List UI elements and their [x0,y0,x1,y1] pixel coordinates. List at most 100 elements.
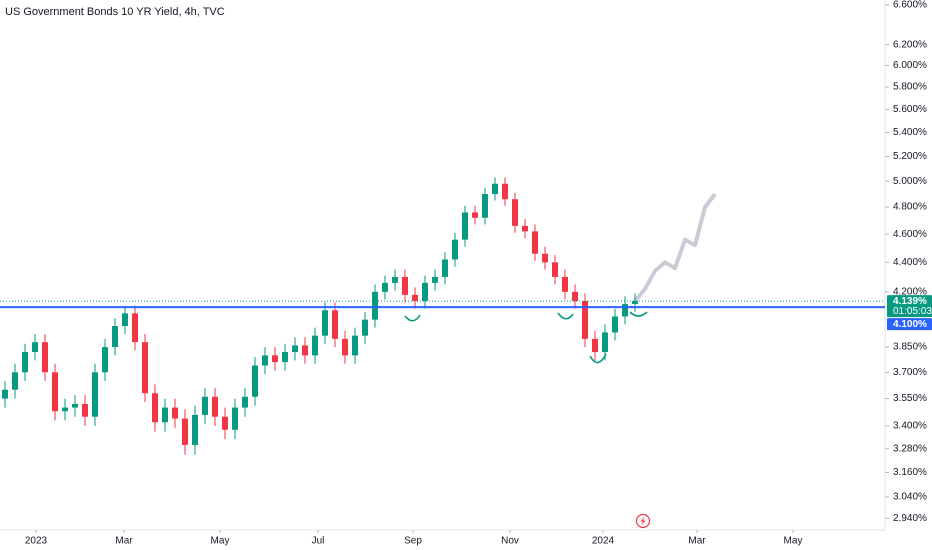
y-tick-label: 4.400% [893,257,927,268]
y-tick-label: 6.200% [893,39,927,50]
y-tick-label: 4.800% [893,202,927,213]
candle-body [532,231,538,254]
candle-body [332,310,338,339]
y-tick-label: 3.280% [893,443,927,454]
candle-body [472,212,478,218]
countdown-label: 01:05:03 [893,306,932,317]
candle-body [342,338,348,356]
y-tick-label: 3.040% [893,492,927,503]
candle-body [262,355,268,366]
candle-body [432,276,438,283]
candle-body [552,262,558,277]
y-tick-label: 5.400% [893,127,927,138]
candle-body [162,407,168,423]
candle-body [202,396,208,415]
candle-body [282,352,288,363]
y-tick-label: 2.940% [893,513,927,524]
candle-body [292,345,298,353]
candle-body [522,225,528,232]
candle-body [442,259,448,277]
candle-body [632,301,638,305]
candle-body [352,335,358,356]
candle-body [512,199,518,226]
candle-body [2,389,8,399]
candle-body [602,332,608,353]
current-price-box [887,295,932,318]
alert-icon[interactable] [635,513,651,529]
plot [2,177,717,455]
candle-body [142,342,148,394]
projection-line [633,192,717,303]
candle-body [452,239,458,260]
candle-body [542,253,548,263]
y-tick-label: 5.000% [893,176,927,187]
x-tick-label: 2024 [592,536,615,547]
y-tick-label: 5.800% [893,82,927,93]
candle-body [232,407,238,430]
y-tick-label: 5.600% [893,104,927,115]
x-tick-label: Nov [501,536,519,547]
candle-body [122,313,128,327]
candle-body [72,403,78,408]
candle-body [22,352,28,373]
y-tick-label: 6.000% [893,60,927,71]
y-tick-label: 3.850% [893,342,927,353]
y-tick-label: 3.700% [893,367,927,378]
x-tick-label: May [784,536,803,547]
candle-body [12,372,18,390]
candle-body [272,355,278,363]
candle-body [572,291,578,301]
candle-body [422,282,428,301]
y-tick-label: 4.600% [893,229,927,240]
candle-body [182,418,188,445]
candle-body [212,396,218,417]
y-tick-label: 4.200% [893,286,927,297]
candle-body [172,407,178,419]
candle-body [302,345,308,356]
candle-body [312,335,318,356]
candle-body [242,396,248,408]
x-tick-label: Mar [115,536,133,547]
x-tick-label: Sep [404,536,422,547]
x-tick-label: Jul [312,536,325,547]
candle-body [372,291,378,320]
x-tick-label: May [211,536,230,547]
candle-body [32,342,38,353]
candle-body [382,282,388,292]
candle-body [112,326,118,348]
arc [404,314,421,322]
candle-body [252,365,258,397]
candle-body [612,316,618,333]
chart-title: US Government Bonds 10 YR Yield, 4h, TVC [5,6,225,18]
candle-body [322,310,328,336]
candle-body [192,414,198,445]
candle-body [412,294,418,301]
candle-body [42,342,48,373]
candle-body [362,319,368,336]
candle-body [392,276,398,283]
candle-body [592,338,598,353]
arc [629,311,648,317]
candle-body [222,416,228,430]
level-label: 4.100% [893,319,927,330]
candle-body [92,372,98,417]
level-box [887,318,932,331]
candle-body [562,276,568,292]
arc [589,353,607,364]
candle-body [62,407,68,412]
y-tick-label: 3.160% [893,467,927,478]
x-tick-label: 2023 [25,536,48,547]
candle-body [152,393,158,423]
candle-body [622,304,628,317]
current-price-label: 4.139% [893,296,927,307]
pattern-annotations [404,311,648,364]
candle-body [462,212,468,240]
alert-bolt[interactable] [640,516,646,526]
candle-body [102,347,108,373]
candle-body [82,403,88,417]
y-tick-label: 6.600% [893,0,927,11]
candle-body [582,300,588,339]
